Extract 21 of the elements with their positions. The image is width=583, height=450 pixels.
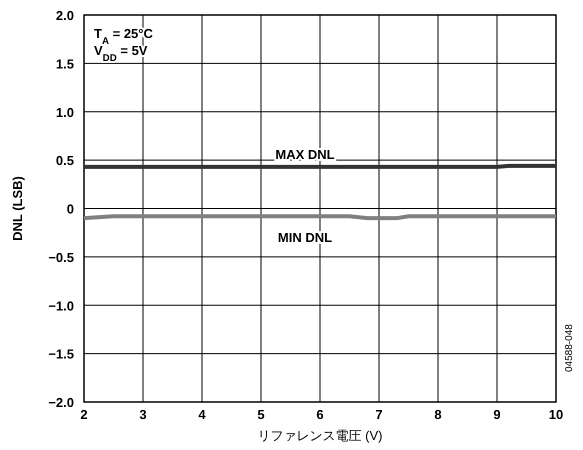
x-tick-label: 8 <box>434 407 442 422</box>
y-axis-title: DNL (LSB) <box>10 176 25 241</box>
y-tick-label: −1.0 <box>48 298 74 314</box>
x-tick-label: 10 <box>548 407 564 422</box>
x-tick-label: 5 <box>257 407 265 422</box>
y-tick-label: 0.5 <box>56 153 74 168</box>
x-axis-title: リファレンス電圧 (V) <box>258 428 382 443</box>
y-tick-label: 0 <box>66 202 74 216</box>
y-tick-label: −2.0 <box>48 395 74 410</box>
x-tick-label: 9 <box>493 407 501 422</box>
y-tick-label: 1.0 <box>56 104 74 120</box>
x-tick-label: 3 <box>139 407 147 422</box>
y-tick-label: 1.5 <box>56 56 74 72</box>
x-tick-label: 2 <box>80 407 88 422</box>
x-tick-label: 7 <box>375 407 383 422</box>
y-tick-label: −0.5 <box>48 250 74 265</box>
x-tick-label: 4 <box>198 407 206 422</box>
y-tick-label: 2.0 <box>56 8 74 23</box>
x-tick-label: 6 <box>316 407 324 422</box>
text: 04588-048 <box>564 324 575 372</box>
y-tick-label: −1.5 <box>48 346 74 362</box>
